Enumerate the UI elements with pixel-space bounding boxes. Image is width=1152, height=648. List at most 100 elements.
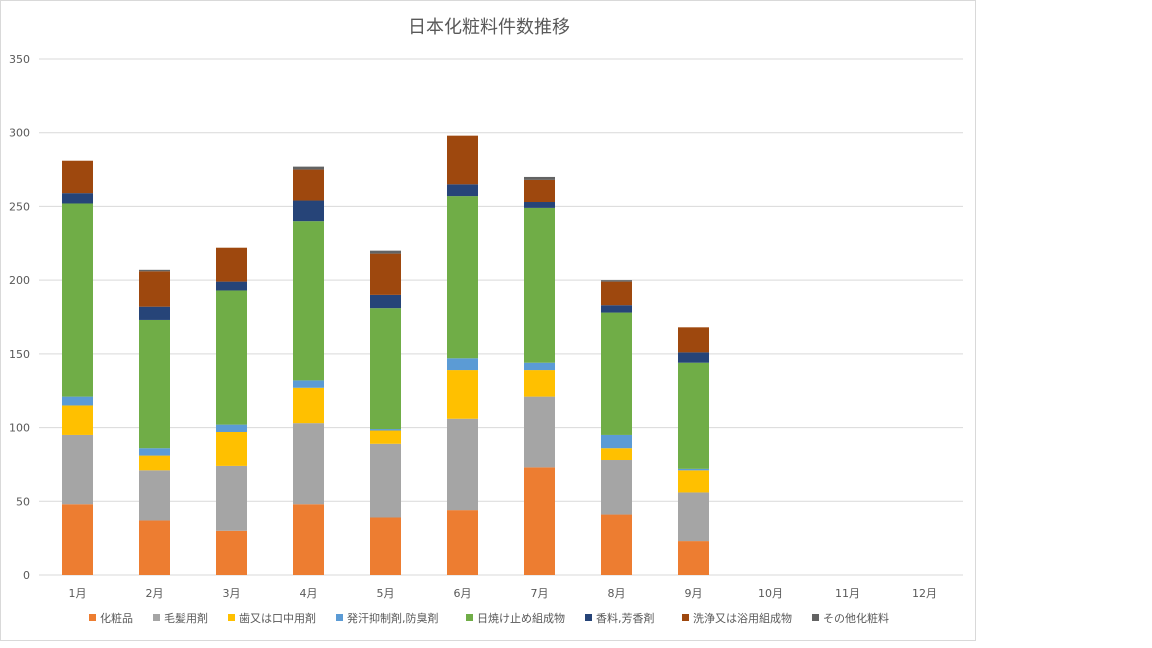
bar-segment	[62, 396, 93, 406]
x-tick-label: 3月	[223, 587, 241, 600]
bar-segment	[216, 431, 247, 466]
legend-swatch	[585, 614, 592, 621]
x-tick-label: 8月	[608, 587, 626, 600]
x-tick-label: 4月	[300, 587, 318, 600]
bars	[62, 135, 709, 575]
bar-segment	[62, 405, 93, 435]
bar-segment	[62, 504, 93, 575]
bar-segment	[524, 370, 555, 397]
y-tick-label: 0	[23, 569, 30, 582]
bar-segment	[370, 517, 401, 575]
bar-segment	[139, 269, 170, 272]
bar-segment	[62, 160, 93, 194]
chart-frame: 日本化粧料件数推移 0 50 100 150 200 250 300 350 1月 2月 3月 4月…	[0, 0, 976, 641]
bar-segment	[601, 434, 632, 449]
y-tick-label: 300	[9, 127, 30, 140]
legend-item: その他化粧料	[812, 611, 889, 625]
bar-segment	[601, 312, 632, 435]
bar-segment	[524, 176, 555, 180]
y-tick-label: 250	[9, 200, 30, 213]
x-tick-label: 11月	[835, 587, 860, 600]
bar-segment	[447, 196, 478, 359]
bar-segment	[678, 492, 709, 542]
bar-segment	[524, 467, 555, 575]
bar-segment	[524, 207, 555, 363]
legend-label: 日焼け止め組成物	[477, 611, 565, 625]
legend-label: 歯又は口中用剤	[239, 611, 316, 625]
x-tick-label: 1月	[69, 587, 87, 600]
bar-segment	[370, 253, 401, 295]
bar-segment	[524, 179, 555, 203]
y-tick-label: 200	[9, 274, 30, 287]
x-tick-label: 6月	[454, 587, 472, 600]
bar-segment	[601, 514, 632, 575]
legend-item: 香料,芳香剤	[585, 611, 655, 625]
legend-label: その他化粧料	[823, 611, 889, 625]
bar-segment	[370, 430, 401, 444]
bar-segment	[293, 423, 324, 505]
legend-swatch	[812, 614, 819, 621]
bar-segment	[447, 135, 478, 185]
bar-segment	[293, 387, 324, 424]
bar-segment	[601, 281, 632, 306]
x-tick-label: 2月	[146, 587, 164, 600]
bar-segment	[216, 281, 247, 291]
bar-segment	[216, 465, 247, 531]
bar-segment	[139, 306, 170, 320]
bar-segment	[139, 520, 170, 575]
bar-segment	[293, 504, 324, 575]
y-tick-label: 150	[9, 348, 30, 361]
stacked-bar-chart: 日本化粧料件数推移 0 50 100 150 200 250 300 350 1月 2月 3月 4月…	[9, 17, 963, 625]
bar-segment	[216, 247, 247, 282]
legend-label: 発汗抑制剤,防臭剤	[347, 611, 439, 625]
bar-segment	[524, 362, 555, 371]
gridlines	[39, 58, 963, 576]
bar-segment	[139, 319, 170, 449]
legend-label: 化粧品	[100, 611, 133, 625]
bar-segment	[293, 166, 324, 170]
legend-label: 香料,芳香剤	[596, 611, 655, 625]
x-tick-label: 9月	[685, 587, 703, 600]
y-tick-label: 350	[9, 53, 30, 66]
bar-segment	[216, 424, 247, 432]
legend-item: 日焼け止め組成物	[466, 611, 565, 625]
legend-swatch	[228, 614, 235, 621]
bar-segment	[678, 327, 709, 353]
bar-segment	[293, 169, 324, 201]
x-tick-label: 5月	[377, 587, 395, 600]
bar-segment	[370, 308, 401, 430]
y-tick-label: 50	[16, 495, 30, 508]
legend-label: 毛髪用剤	[164, 611, 208, 625]
x-axis-ticks: 1月 2月 3月 4月 5月 6月 7月 8月 9月 10月 11月 12月	[69, 587, 938, 600]
bar-segment	[447, 370, 478, 419]
legend-swatch	[89, 614, 96, 621]
bar-segment	[139, 455, 170, 471]
bar-segment	[601, 305, 632, 313]
legend-swatch	[153, 614, 160, 621]
bar-segment	[447, 510, 478, 575]
bar-segment	[370, 250, 401, 254]
legend-item: 毛髪用剤	[153, 611, 208, 625]
bar-segment	[601, 460, 632, 515]
bar-segment	[139, 271, 170, 307]
legend: 化粧品 毛髪用剤 歯又は口中用剤 発汗抑制剤,防臭剤 日焼け止め組成物 香料,芳香剤 洗浄又…	[89, 611, 889, 625]
legend-swatch	[336, 614, 343, 621]
bar-segment	[293, 200, 324, 222]
bar-segment	[370, 429, 401, 431]
bar-segment	[524, 202, 555, 208]
legend-item: 化粧品	[89, 611, 133, 625]
x-tick-label: 12月	[912, 587, 937, 600]
bar-segment	[216, 530, 247, 575]
bar-segment	[447, 418, 478, 511]
y-tick-label: 100	[9, 422, 30, 435]
bar-segment	[62, 203, 93, 397]
legend-item: 発汗抑制剤,防臭剤	[336, 611, 439, 625]
legend-label: 洗浄又は浴用組成物	[693, 611, 792, 625]
bar-segment	[601, 448, 632, 461]
bar-segment	[601, 280, 632, 282]
bar-segment	[370, 294, 401, 309]
bar-segment	[678, 352, 709, 363]
bar-segment	[62, 193, 93, 204]
bar-segment	[678, 468, 709, 471]
bar-segment	[447, 358, 478, 371]
